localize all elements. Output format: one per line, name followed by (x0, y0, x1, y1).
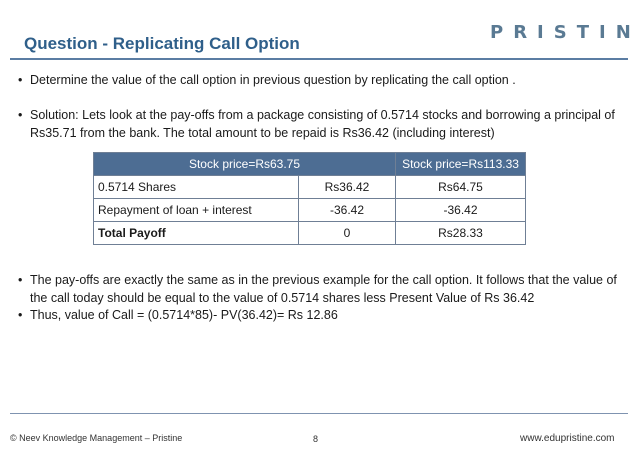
table-cell: Rs36.42 (298, 175, 396, 199)
bullet-dot-icon: • (18, 108, 23, 122)
bullet-text: Determine the value of the call option i… (30, 73, 516, 87)
table-row: 0.5714 Shares Rs36.42 Rs64.75 (93, 175, 526, 199)
pristine-logo: PRISTINE (490, 22, 638, 43)
bullet-text: Solution: Lets look at the pay-offs from… (30, 108, 615, 140)
table-cell: -36.42 (395, 198, 526, 222)
table-row: Total Payoff 0 Rs28.33 (93, 221, 526, 245)
page-number: 8 (313, 434, 319, 444)
slide-title: Question - Replicating Call Option (24, 34, 300, 53)
table-cell: Rs28.33 (395, 221, 526, 245)
table-header-cell: Stock price=Rs63.75 (93, 152, 396, 176)
footer-rule (10, 413, 628, 414)
table-cell: Rs64.75 (395, 175, 526, 199)
bullet-dot-icon: • (18, 308, 23, 322)
bullet-3: • The pay-offs are exactly the same as i… (18, 271, 620, 307)
bullet-text: The pay-offs are exactly the same as in … (30, 273, 617, 305)
table-cell: 0.5714 Shares (93, 175, 299, 199)
table-cell: Total Payoff (93, 221, 299, 245)
table-header-cell: Stock price=Rs113.33 (395, 152, 526, 176)
bullet-text: Thus, value of Call = (0.5714*85)- PV(36… (30, 308, 338, 322)
bullet-1: • Determine the value of the call option… (18, 71, 620, 89)
bullet-4: • Thus, value of Call = (0.5714*85)- PV(… (18, 306, 620, 324)
table-header-row: Stock price=Rs63.75 Stock price=Rs113.33 (93, 152, 526, 176)
bullet-dot-icon: • (18, 73, 23, 87)
table-row: Repayment of loan + interest -36.42 -36.… (93, 198, 526, 222)
copyright-text: © Neev Knowledge Management – Pristine (10, 433, 183, 443)
table-cell: -36.42 (298, 198, 396, 222)
payoff-table: Stock price=Rs63.75 Stock price=Rs113.33… (93, 152, 526, 245)
table-cell: 0 (298, 221, 396, 245)
table-cell: Repayment of loan + interest (93, 198, 299, 222)
title-underline (10, 58, 628, 60)
bullet-dot-icon: • (18, 273, 23, 287)
website-link[interactable]: www.edupristine.com (520, 433, 615, 444)
bullet-2: • Solution: Lets look at the pay-offs fr… (18, 106, 620, 142)
